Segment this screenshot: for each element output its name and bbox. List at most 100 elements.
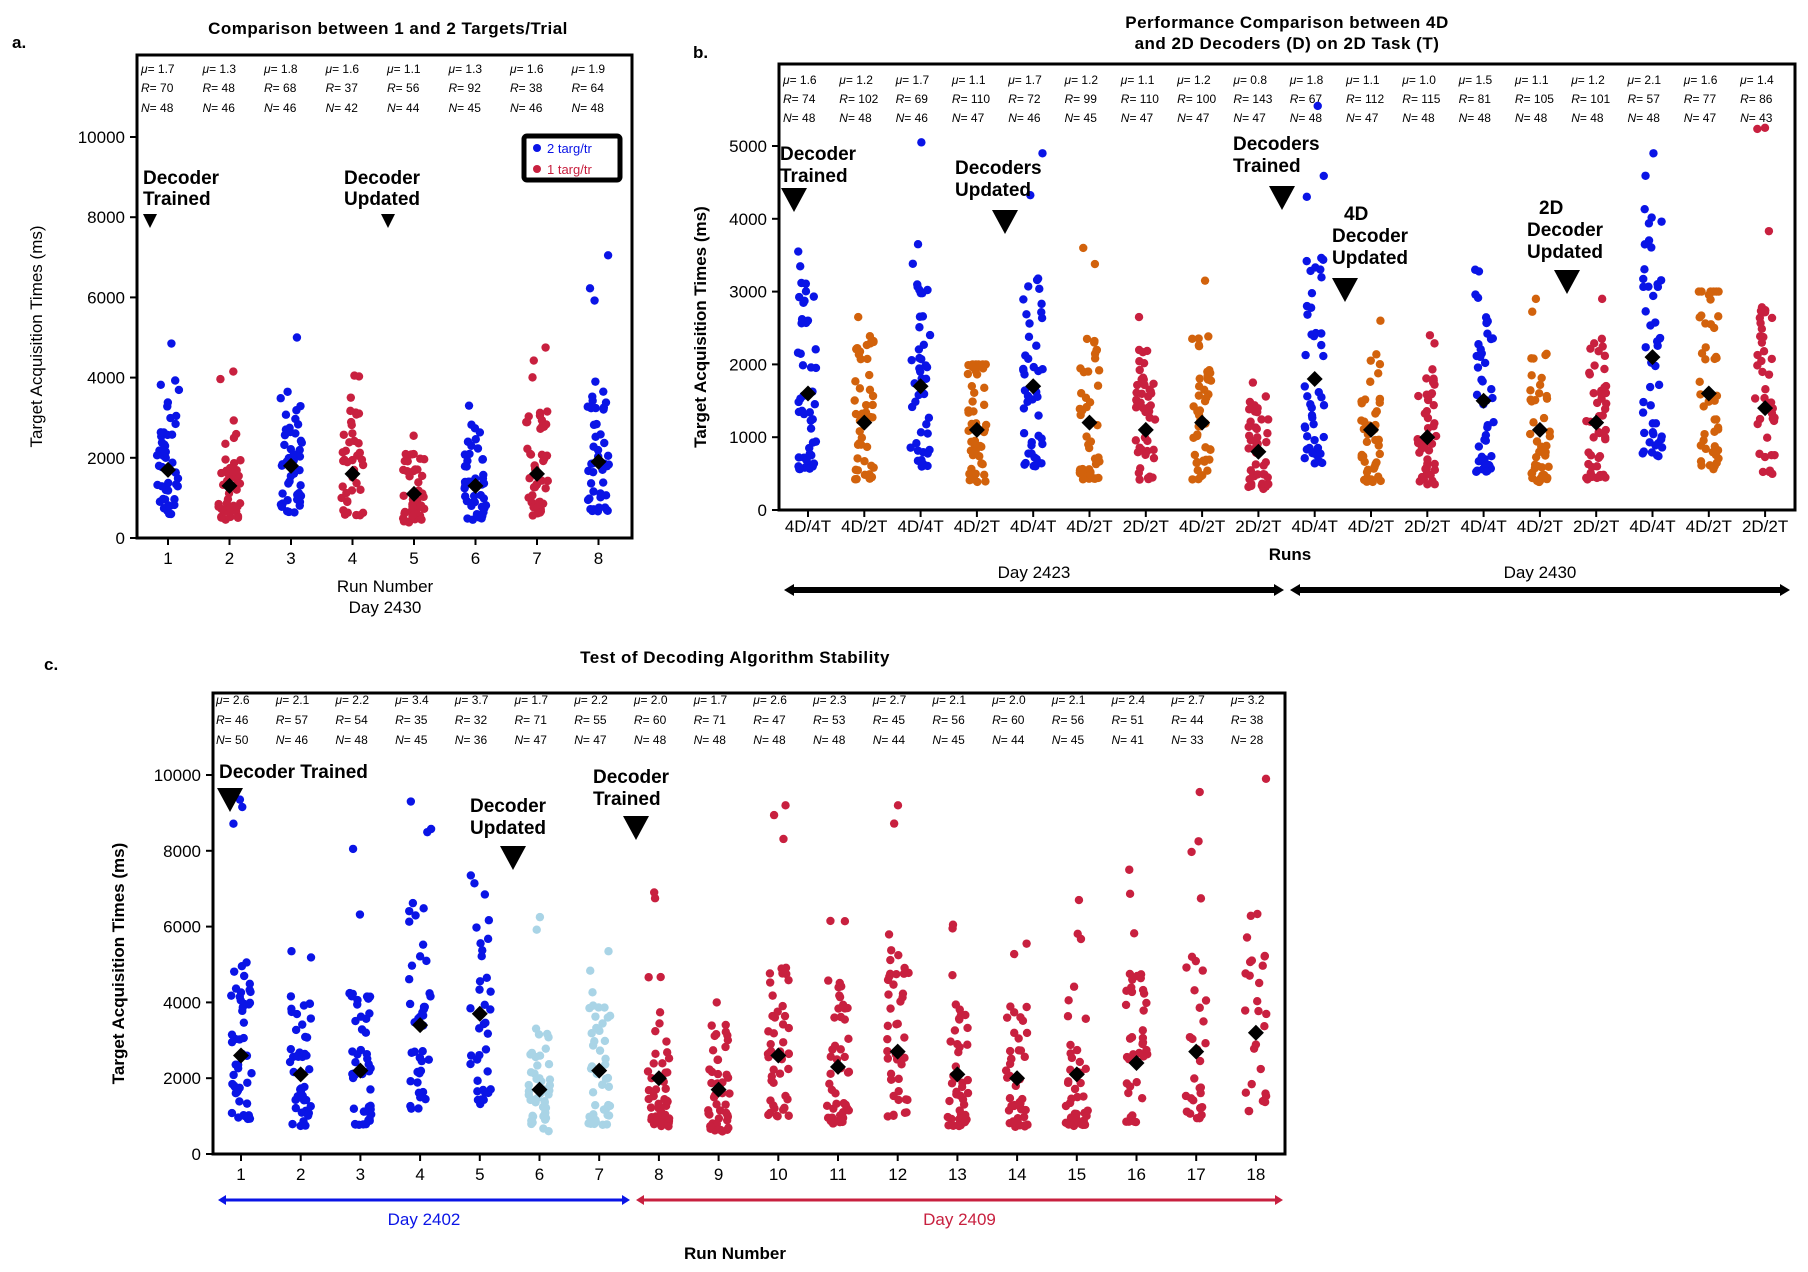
data-point (855, 427, 864, 436)
data-point (923, 429, 932, 438)
data-point (980, 383, 989, 393)
stat-n: N= 48 (1290, 111, 1323, 125)
data-point (1640, 265, 1649, 274)
data-point (1704, 290, 1714, 300)
data-point (1022, 1002, 1031, 1012)
mean-value: = 1.6 (517, 62, 544, 76)
mu-symbol: μ (573, 693, 581, 707)
data-point (778, 1001, 787, 1011)
r-value: = 64 (580, 81, 604, 95)
point-group (704, 998, 734, 1136)
data-point (664, 1114, 674, 1123)
panel-c: Test of Decoding Algorithm Stabilityc.02… (44, 648, 1287, 1184)
data-point (338, 448, 347, 457)
data-point (840, 1015, 849, 1024)
data-point (1019, 429, 1029, 438)
arrow-head-left (636, 1195, 644, 1205)
annotation-label: Decoders (955, 158, 1042, 179)
stat-mean: μ= 2.1 (931, 693, 966, 707)
data-point (1319, 432, 1328, 442)
mean-marker (1137, 421, 1154, 438)
data-point (770, 1104, 779, 1113)
data-point (592, 419, 601, 429)
data-point (1138, 1033, 1148, 1043)
mu-symbol: μ (1627, 73, 1635, 87)
data-point (164, 478, 173, 488)
data-point (1008, 1117, 1018, 1126)
mu-symbol: μ (633, 693, 641, 707)
stat-mean: μ= 1.6 (509, 62, 544, 76)
data-point (824, 976, 833, 985)
data-point (1639, 274, 1648, 284)
data-point (823, 1113, 833, 1123)
mean-marker (800, 385, 816, 402)
data-point (1705, 461, 1715, 470)
data-point (1584, 459, 1593, 469)
data-point (346, 393, 356, 402)
data-point (1714, 287, 1723, 296)
data-point (356, 485, 365, 494)
stat-n: N= 36 (455, 733, 488, 747)
data-point (1538, 445, 1547, 455)
data-point (865, 370, 874, 380)
data-point (651, 1026, 660, 1036)
data-point (968, 474, 977, 483)
mean-value: = 2.4 (1118, 693, 1145, 707)
data-point (229, 467, 238, 476)
mu-symbol: μ (1232, 73, 1240, 87)
data-point (152, 451, 162, 460)
stat-n: N= 45 (1065, 111, 1098, 125)
r-value: = 105 (1524, 92, 1555, 106)
data-point (1014, 1034, 1023, 1043)
data-point (292, 495, 302, 504)
x-axis-label: Run Number (684, 1244, 786, 1263)
data-point (1082, 432, 1091, 441)
data-point (1430, 480, 1439, 489)
data-point (868, 391, 878, 401)
data-point (1138, 1026, 1148, 1035)
data-point (971, 446, 980, 455)
mean-value: = 1.0 (1409, 73, 1436, 87)
data-point (1374, 369, 1383, 378)
n-value: = 33 (1180, 733, 1204, 747)
r-value: = 102 (848, 92, 879, 106)
day-range-label: Day 2402 (388, 1210, 461, 1229)
data-point (1061, 1101, 1071, 1111)
stat-r: R= 37 (326, 81, 359, 95)
stat-r: R= 57 (276, 713, 309, 727)
data-point (298, 1020, 307, 1029)
data-point (1760, 123, 1770, 132)
mean-value: = 3.4 (402, 693, 429, 707)
data-point (1755, 449, 1764, 459)
data-point (232, 502, 241, 512)
data-point (1190, 986, 1199, 995)
data-point (1601, 399, 1611, 408)
mu-symbol: μ (752, 693, 760, 707)
data-point (1070, 1084, 1080, 1094)
data-point (298, 1091, 307, 1100)
data-point (1317, 340, 1326, 350)
n-symbol: N (326, 101, 335, 115)
x-tick-label: 4D/2T (1179, 517, 1225, 536)
data-point (1302, 432, 1312, 441)
stat-mean: μ= 1.2 (1570, 73, 1605, 87)
n-value: = 44 (396, 101, 420, 115)
n-symbol: N (932, 733, 941, 747)
day-range-label: Day 2430 (1504, 563, 1577, 582)
data-point (794, 247, 803, 256)
data-point (662, 1096, 672, 1106)
data-point (239, 971, 249, 981)
data-point (600, 438, 609, 448)
n-value: = 44 (881, 733, 905, 747)
n-value: = 48 (150, 101, 174, 115)
data-point (1260, 1022, 1269, 1031)
stat-mean: μ= 1.4 (1739, 73, 1774, 87)
data-point (229, 416, 238, 425)
r-value: = 54 (344, 713, 368, 727)
data-point (348, 844, 358, 854)
stat-r: R= 48 (203, 81, 236, 95)
data-point (466, 1051, 476, 1060)
data-point (306, 1014, 316, 1023)
data-point (1360, 395, 1370, 404)
r-value: = 60 (643, 713, 667, 727)
